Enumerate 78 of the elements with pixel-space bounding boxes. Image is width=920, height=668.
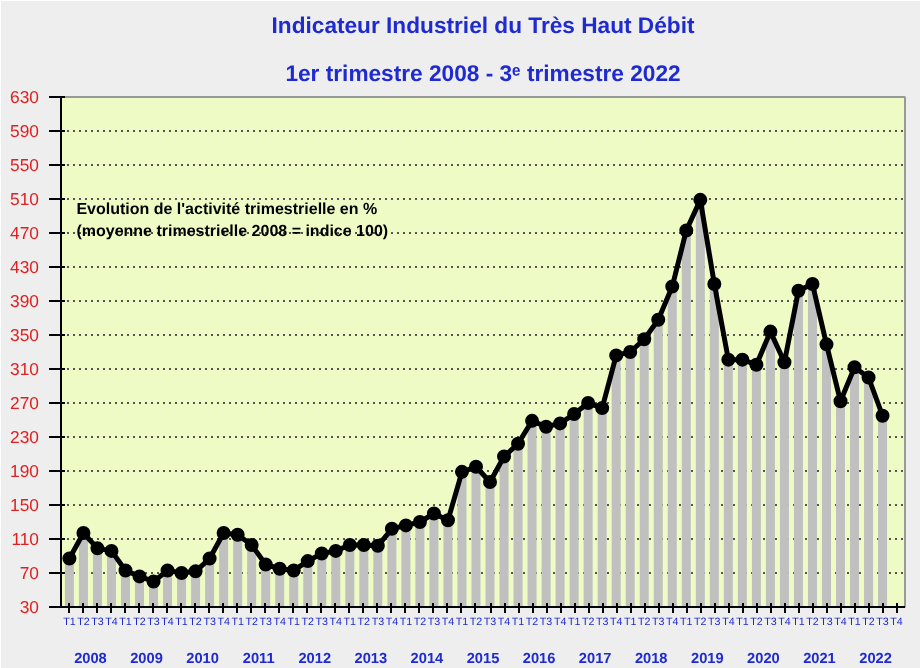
point — [412, 515, 427, 529]
point — [539, 419, 554, 434]
point — [581, 396, 596, 410]
point — [174, 566, 189, 580]
point — [454, 464, 469, 479]
point — [202, 551, 217, 566]
point — [735, 352, 750, 367]
point — [553, 416, 568, 431]
point — [230, 527, 245, 542]
point — [426, 506, 441, 521]
point — [651, 312, 666, 327]
point — [356, 537, 371, 552]
point — [721, 352, 736, 367]
point — [693, 192, 708, 207]
point — [104, 543, 119, 558]
point — [62, 551, 77, 566]
y-tick-label: 590 — [10, 121, 40, 141]
point — [623, 345, 638, 359]
point — [791, 283, 806, 298]
point — [525, 413, 540, 428]
point — [342, 537, 357, 552]
point — [314, 546, 329, 561]
point — [637, 332, 652, 347]
point — [90, 541, 105, 556]
point — [370, 538, 385, 553]
chart-title: Indicateur Industriel du Très Haut Débit — [271, 15, 695, 39]
point — [384, 521, 399, 536]
y-tick-label: 630 — [10, 87, 40, 107]
y-tick-label: 150 — [10, 495, 40, 515]
point — [76, 526, 91, 541]
y-tick-label: 350 — [10, 325, 40, 345]
point — [749, 357, 764, 372]
point — [286, 563, 301, 578]
point — [440, 513, 455, 528]
point — [763, 324, 778, 339]
point — [875, 408, 890, 423]
point — [847, 360, 862, 375]
y-tick-label: 310 — [10, 359, 40, 379]
point — [567, 407, 582, 422]
point — [777, 355, 792, 370]
y-tick-label: 30 — [19, 597, 40, 617]
point — [609, 348, 624, 363]
point — [707, 277, 722, 291]
point — [665, 279, 680, 294]
y-tick-label: 550 — [10, 155, 40, 175]
chart-subtitle: 1er trimestre 2008 - 3ᵉ trimestre 2022 — [285, 63, 681, 87]
point — [595, 401, 610, 416]
point — [468, 459, 483, 474]
point — [258, 557, 273, 572]
y-tick-label: 110 — [11, 529, 40, 549]
point — [497, 449, 512, 464]
point — [819, 337, 834, 352]
point — [244, 537, 259, 552]
point — [132, 569, 147, 584]
y-tick-label: 190 — [10, 461, 40, 481]
y-tick-label: 70 — [19, 563, 40, 583]
y-tick-label: 270 — [10, 393, 40, 413]
point — [679, 223, 694, 238]
point — [146, 574, 161, 589]
point — [861, 370, 876, 385]
point — [833, 394, 848, 409]
point — [328, 543, 343, 558]
point — [300, 554, 315, 569]
point — [160, 563, 175, 578]
point — [483, 475, 498, 490]
point — [272, 561, 287, 576]
point — [511, 436, 526, 451]
point — [216, 526, 231, 541]
y-tick-label: 390 — [10, 291, 40, 311]
y-tick-label: 430 — [10, 257, 40, 277]
point — [398, 518, 413, 533]
point — [805, 277, 820, 291]
point — [188, 564, 203, 579]
annotation: Evolution de l'activité trimestrielle en % (moyenne trimestrielle 2008 = indice 100) — [76, 200, 389, 240]
point — [118, 563, 133, 578]
y-tick-label: 510 — [10, 189, 40, 209]
y-tick-label: 230 — [10, 427, 40, 447]
y-tick-label: 470 — [10, 223, 40, 243]
